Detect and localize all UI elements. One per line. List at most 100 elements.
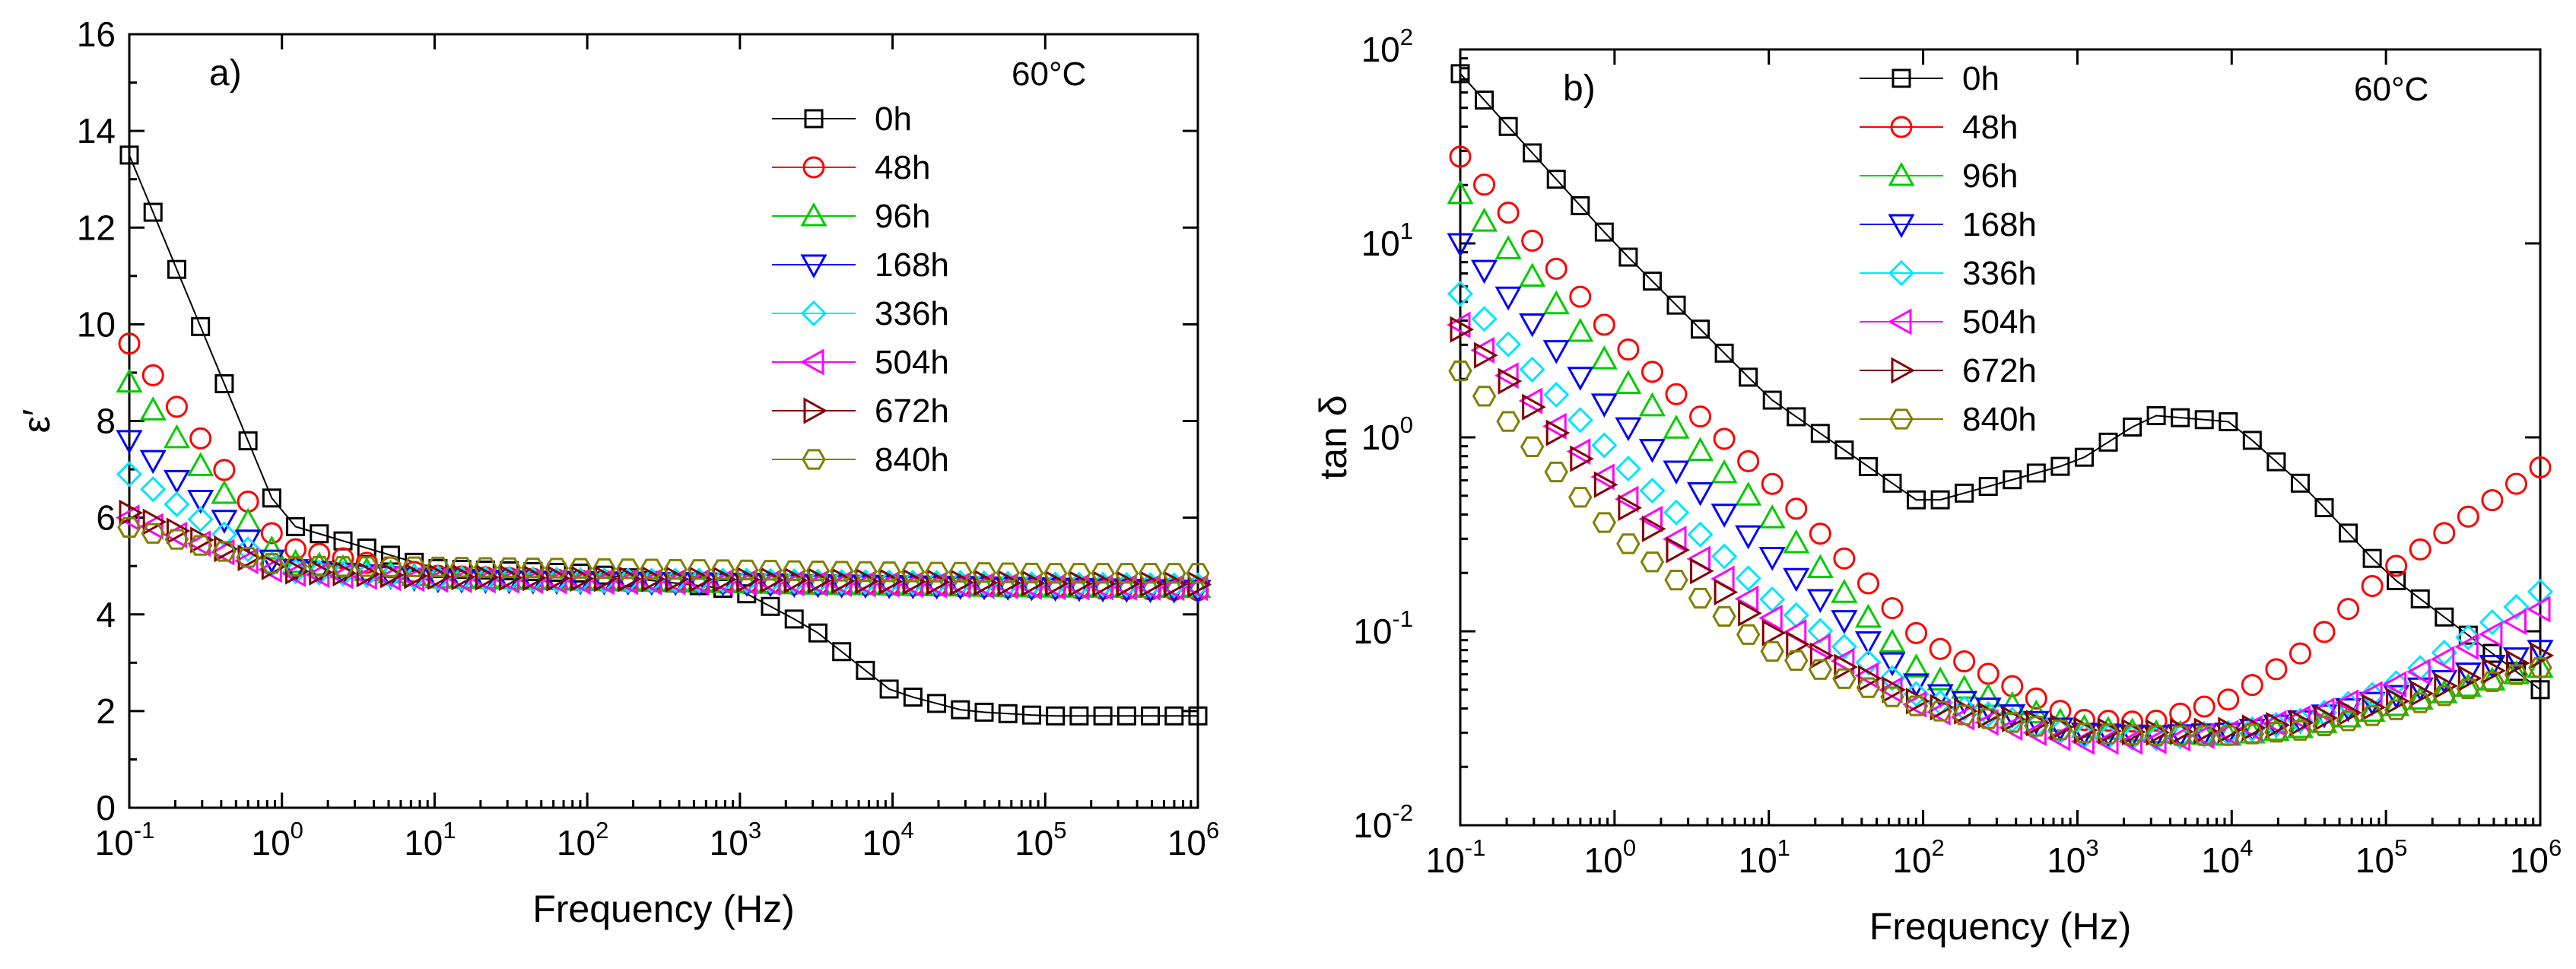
data-point-0h [1046, 706, 1066, 726]
data-point-336h [1663, 499, 1690, 526]
data-point-48h [2001, 675, 2024, 697]
data-point-840h [2216, 725, 2241, 746]
data-point-48h [1761, 472, 1784, 495]
data-point-504h [1542, 412, 1567, 440]
data-point-672h [1474, 342, 1498, 369]
data-point-504h [756, 569, 781, 596]
x-axis-label: Frequency (Hz) [1869, 905, 2132, 948]
y-tick-label: 10-2 [1353, 799, 1413, 845]
data-point-840h [1880, 686, 1904, 707]
legend-label: 0h [1962, 60, 1999, 97]
data-point-0h [903, 688, 923, 707]
data-point-840h [1496, 411, 1520, 432]
data-point-48h [1713, 427, 1736, 450]
data-point-504h [115, 504, 140, 532]
data-point-96h [1951, 675, 1978, 699]
data-point-96h [1447, 180, 1474, 205]
data-point-840h [1760, 640, 1784, 662]
data-point-840h [782, 560, 806, 581]
data-point-168h [1567, 367, 1594, 391]
data-point-168h [2431, 669, 2458, 694]
data-point-48h [2241, 674, 2263, 697]
data-point-0h [2410, 589, 2430, 608]
data-point-840h [996, 562, 1020, 583]
data-point-840h [1688, 587, 1713, 609]
data-point-840h [473, 557, 498, 578]
data-point-48h [1833, 547, 1856, 570]
data-point-0h [1546, 170, 1566, 189]
data-point-0h [2339, 523, 2358, 543]
x-tick-label: 101 [404, 817, 456, 863]
data-point-840h [2072, 723, 2097, 744]
data-point-840h [710, 559, 735, 580]
data-point-840h [402, 556, 427, 577]
data-point-672h [736, 566, 761, 593]
data-point-48h [1641, 361, 1663, 383]
data-point-336h [1471, 306, 1498, 332]
data-point-0h [879, 679, 899, 699]
data-point-840h [1808, 659, 1833, 680]
data-point-840h [2000, 712, 2025, 733]
data-point-504h [875, 570, 900, 598]
data-point-504h [2022, 719, 2047, 746]
data-point-168h [1758, 546, 1786, 571]
data-point-840h [829, 561, 854, 582]
data-point-504h [2094, 728, 2119, 755]
data-point-168h [1519, 313, 1546, 338]
data-point-840h [497, 557, 522, 579]
y-axis-label: ε′ [15, 409, 58, 434]
data-point-0h [167, 259, 186, 279]
data-point-672h [2362, 694, 2387, 721]
data-point-336h [1543, 381, 1570, 408]
data-point-672h [2314, 704, 2339, 732]
x-tick-exp: 2 [596, 817, 608, 844]
data-point-504h [567, 567, 591, 595]
data-point-504h [2046, 724, 2071, 751]
data-point-0h [1188, 706, 1208, 726]
data-point-0h [286, 516, 306, 536]
data-point-672h [950, 569, 974, 596]
data-point-48h [1785, 497, 1808, 520]
data-point-336h [1567, 407, 1593, 434]
data-point-0h [1787, 407, 1806, 427]
x-tick-exp: 0 [1623, 834, 1636, 861]
x-tick-exp: 3 [2085, 834, 2098, 861]
data-point-48h [2409, 538, 2431, 561]
data-point-48h [1617, 338, 1640, 361]
data-point-48h [2433, 522, 2456, 545]
data-point-96h [615, 567, 642, 592]
data-point-96h [1542, 290, 1570, 315]
legend-label: 96h [875, 198, 930, 235]
data-point-840h [1067, 563, 1091, 584]
data-point-0h [1498, 116, 1518, 136]
data-point-672h [380, 561, 405, 589]
data-point-0h [1571, 195, 1590, 215]
data-point-48h [308, 542, 331, 565]
data-point-96h [2119, 717, 2146, 742]
data-point-0h [2266, 452, 2286, 472]
data-point-0h [1116, 706, 1136, 726]
data-point-0h [214, 373, 234, 393]
data-point-48h [1569, 285, 1592, 308]
data-point-672h [1641, 515, 1666, 542]
data-point-168h [1831, 610, 1858, 634]
data-point-48h [2217, 688, 2240, 711]
data-point-504h [2286, 704, 2311, 732]
data-point-504h [1638, 505, 1663, 532]
data-point-672h [2457, 665, 2482, 692]
data-point-672h [878, 567, 904, 596]
data-point-48h [2361, 574, 2384, 597]
data-point-504h [1590, 463, 1615, 491]
data-point-504h [258, 556, 282, 583]
data-point-0h [2387, 570, 2406, 590]
data-point-504h [590, 568, 615, 596]
data-point-168h [1903, 673, 1930, 697]
legend-marker [800, 202, 827, 227]
data-point-504h [472, 567, 496, 594]
data-point-0h [974, 702, 994, 722]
data-point-504h [1614, 485, 1639, 513]
x-tick-label: 101 [1739, 834, 1790, 880]
y-tick-label: 16 [77, 14, 116, 54]
data-point-672h [618, 565, 642, 593]
x-tick-label: 103 [2047, 834, 2098, 880]
